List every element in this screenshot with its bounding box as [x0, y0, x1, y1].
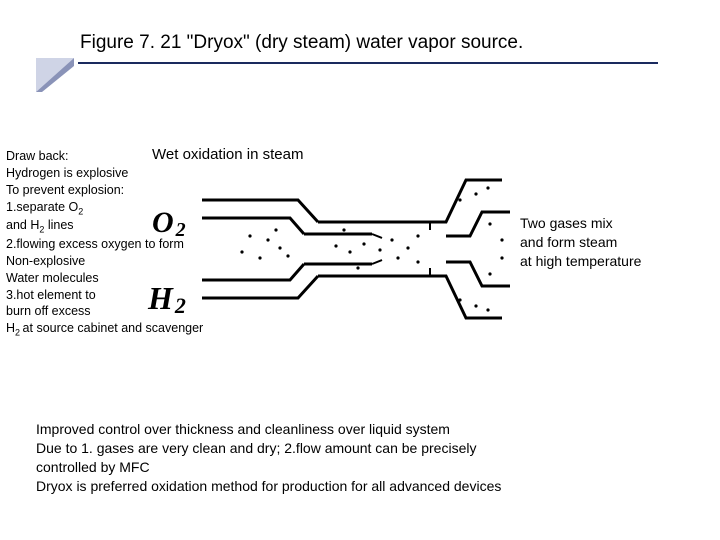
figure-title: Figure 7. 21 "Dryox" (dry steam) water v… — [80, 32, 680, 54]
bottom-line: Dryox is preferred oxidation method for … — [36, 477, 700, 496]
slide-root: Figure 7. 21 "Dryox" (dry steam) water v… — [0, 0, 720, 540]
dryox-schematic — [130, 140, 690, 350]
bottom-line: Due to 1. gases are very clean and dry; … — [36, 439, 700, 458]
bottom-line: controlled by MFC — [36, 458, 700, 477]
bottom-paragraph: Improved control over thickness and clea… — [36, 420, 700, 496]
folded-corner-decoration — [36, 58, 74, 92]
title-underline — [78, 62, 658, 64]
bottom-line: Improved control over thickness and clea… — [36, 420, 700, 439]
